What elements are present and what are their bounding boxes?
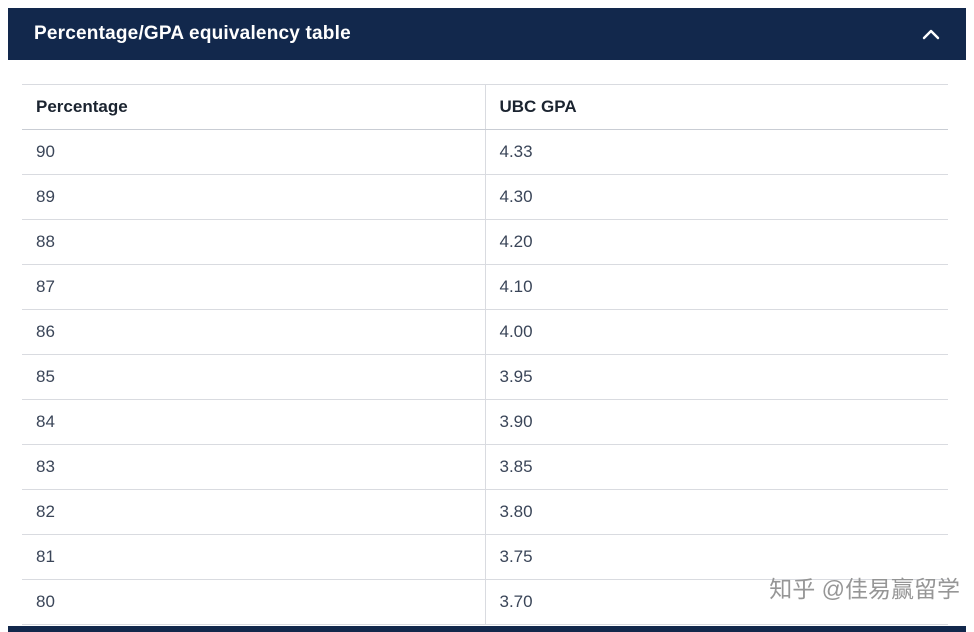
table-row: 89 4.30 <box>22 174 948 220</box>
table-row: 85 3.95 <box>22 354 948 400</box>
percentage-cell: 90 <box>22 129 486 175</box>
gpa-cell: 4.10 <box>485 264 948 310</box>
table-header-row: Percentage UBC GPA <box>22 84 948 130</box>
table-row: 81 3.75 <box>22 534 948 580</box>
gpa-cell: 3.80 <box>485 489 948 535</box>
table-row: 82 3.80 <box>22 489 948 535</box>
gpa-equivalency-table: Percentage UBC GPA 90 4.33 89 4.30 88 4.20 87 4… <box>22 84 948 625</box>
gpa-cell: 3.95 <box>485 354 948 400</box>
accordion-title: Percentage/GPA equivalency table <box>34 23 351 44</box>
chevron-up-icon[interactable] <box>922 29 940 40</box>
percentage-cell: 88 <box>22 219 486 265</box>
percentage-cell: 89 <box>22 174 486 220</box>
gpa-table-body: 90 4.33 89 4.30 88 4.20 87 4.10 86 4.00 85 3.95 84 3.… <box>22 129 948 625</box>
gpa-cell: 3.75 <box>485 534 948 580</box>
column-header-percentage: Percentage <box>22 84 486 130</box>
percentage-cell: 81 <box>22 534 486 580</box>
gpa-cell: 3.70 <box>485 579 948 625</box>
percentage-cell: 80 <box>22 579 486 625</box>
table-row: 90 4.33 <box>22 129 948 175</box>
percentage-cell: 83 <box>22 444 486 490</box>
table-row: 86 4.00 <box>22 309 948 355</box>
accordion-header[interactable]: Percentage/GPA equivalency table <box>8 8 966 60</box>
gpa-cell: 4.30 <box>485 174 948 220</box>
table-row: 88 4.20 <box>22 219 948 265</box>
gpa-cell: 3.85 <box>485 444 948 490</box>
percentage-cell: 82 <box>22 489 486 535</box>
next-accordion-header-partial[interactable] <box>8 626 966 632</box>
gpa-cell: 4.33 <box>485 129 948 175</box>
percentage-cell: 84 <box>22 399 486 445</box>
table-row: 87 4.10 <box>22 264 948 310</box>
gpa-cell: 4.00 <box>485 309 948 355</box>
table-row: 84 3.90 <box>22 399 948 445</box>
percentage-cell: 87 <box>22 264 486 310</box>
table-row: 83 3.85 <box>22 444 948 490</box>
gpa-cell: 4.20 <box>485 219 948 265</box>
percentage-cell: 86 <box>22 309 486 355</box>
table-row: 80 3.70 <box>22 579 948 625</box>
gpa-cell: 3.90 <box>485 399 948 445</box>
percentage-cell: 85 <box>22 354 486 400</box>
table-header: Percentage UBC GPA <box>22 84 948 130</box>
column-header-ubc-gpa: UBC GPA <box>485 84 948 130</box>
